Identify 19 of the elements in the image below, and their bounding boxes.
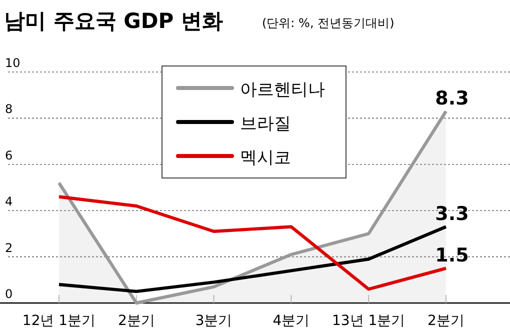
y-tick-label: 0 [5, 287, 13, 301]
y-tick-label: 2 [5, 240, 13, 255]
data-label: 8.3 [435, 87, 469, 110]
x-tick-label: 13년 1분기 [332, 313, 406, 329]
legend-label: 멕시코 [240, 148, 291, 168]
legend-label: 브라질 [240, 114, 291, 134]
data-label: 1.5 [435, 244, 469, 266]
legend-label: 아르헨티나 [240, 80, 325, 100]
y-tick-label: 4 [5, 194, 13, 209]
y-tick-label: 10 [5, 56, 20, 70]
x-tick-label: 2분기 [118, 313, 155, 329]
x-tick-label: 2분기 [428, 313, 464, 329]
x-tick-label: 4분기 [272, 313, 310, 329]
y-tick-label: 8 [5, 102, 13, 116]
x-tick-label: 12년 1분기 [22, 313, 96, 329]
data-label: 3.3 [435, 202, 469, 225]
y-tick-label: 6 [5, 148, 13, 162]
title: 남미 주요국 GDP 변화 (단위: %, 전년동기대비) [4, 9, 394, 33]
x-tick-label: 3분기 [195, 313, 232, 329]
